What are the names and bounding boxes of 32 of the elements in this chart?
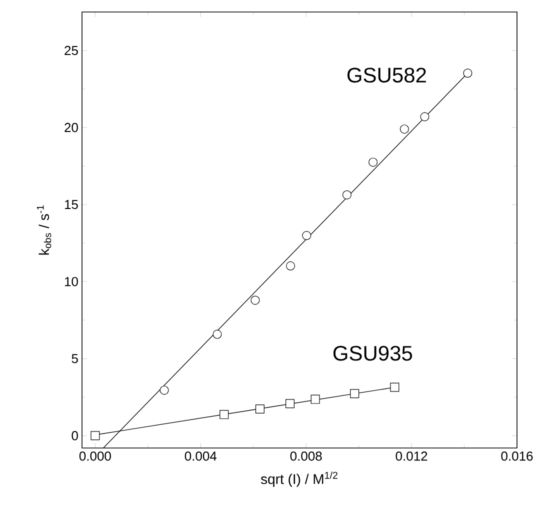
point <box>160 386 169 395</box>
point <box>220 410 229 420</box>
point <box>420 112 430 122</box>
point <box>310 394 320 404</box>
point <box>400 124 409 134</box>
series-label: GSU582 <box>347 68 426 83</box>
point <box>255 404 264 414</box>
point <box>286 261 296 270</box>
series-label: GSU935 <box>333 346 412 361</box>
x-axis-title: sqrt (I) / M$^{1/2}$ <box>260 472 338 487</box>
x-tick-label: 0.004 <box>184 452 217 461</box>
y-tick-label: 5 <box>72 354 78 364</box>
y-tick-label: 15 <box>65 200 78 210</box>
y-tick-label: 10 <box>65 276 78 286</box>
x-tick-label: 0.012 <box>396 452 428 461</box>
y-tick-label: 0 <box>72 431 78 440</box>
x-tick-label: 0.016 <box>501 452 533 461</box>
point <box>368 158 378 167</box>
point <box>390 382 400 392</box>
x-tick-label: 0.008 <box>290 452 322 461</box>
y-tick-label: 20 <box>64 122 78 132</box>
point <box>302 231 312 240</box>
y-tick-label: 25 <box>64 46 78 56</box>
point <box>250 296 260 305</box>
point <box>212 330 222 339</box>
x-tick-label: 0.000 <box>79 452 111 461</box>
point <box>90 431 100 440</box>
point <box>350 389 360 398</box>
point <box>342 190 352 200</box>
y-axis-title: k$_{obs}$ / s$^{-1}$ <box>36 205 52 255</box>
point <box>286 399 295 408</box>
point <box>463 68 472 78</box>
